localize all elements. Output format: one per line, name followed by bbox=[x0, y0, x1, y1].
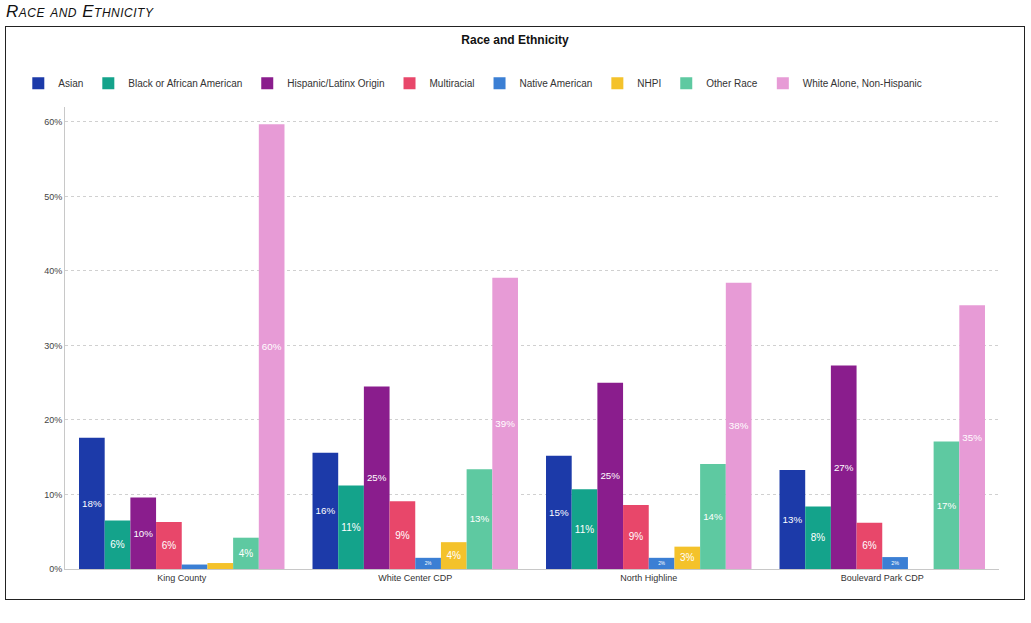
svg-text:North Highline: North Highline bbox=[620, 573, 677, 583]
svg-text:10%: 10% bbox=[44, 490, 62, 500]
svg-text:3%: 3% bbox=[680, 552, 695, 563]
svg-text:14%: 14% bbox=[703, 511, 723, 522]
svg-text:39%: 39% bbox=[495, 418, 515, 429]
svg-text:0%: 0% bbox=[49, 564, 62, 574]
svg-text:Multiracial: Multiracial bbox=[430, 78, 475, 89]
svg-text:18%: 18% bbox=[82, 498, 102, 509]
svg-text:6%: 6% bbox=[162, 540, 177, 551]
svg-text:2%: 2% bbox=[891, 560, 899, 566]
svg-text:NHPI: NHPI bbox=[637, 78, 661, 89]
svg-text:Other Race: Other Race bbox=[706, 78, 758, 89]
svg-text:11%: 11% bbox=[341, 522, 360, 533]
svg-text:Native American: Native American bbox=[520, 78, 593, 89]
svg-text:20%: 20% bbox=[44, 415, 62, 425]
svg-text:17%: 17% bbox=[937, 500, 957, 511]
svg-text:13%: 13% bbox=[470, 513, 490, 524]
svg-text:50%: 50% bbox=[44, 192, 62, 202]
svg-text:27%: 27% bbox=[834, 462, 854, 473]
svg-text:11%: 11% bbox=[575, 524, 594, 535]
svg-text:White Alone, Non-Hispanic: White Alone, Non-Hispanic bbox=[803, 78, 922, 89]
svg-text:8%: 8% bbox=[811, 532, 826, 543]
svg-text:25%: 25% bbox=[367, 472, 387, 483]
svg-text:9%: 9% bbox=[629, 531, 644, 542]
svg-text:4%: 4% bbox=[239, 548, 254, 559]
svg-text:40%: 40% bbox=[44, 266, 62, 276]
svg-text:White Center CDP: White Center CDP bbox=[378, 573, 452, 583]
svg-text:4%: 4% bbox=[446, 550, 461, 561]
svg-text:16%: 16% bbox=[316, 505, 336, 516]
svg-text:Asian: Asian bbox=[58, 78, 83, 89]
svg-text:9%: 9% bbox=[395, 530, 410, 541]
svg-text:6%: 6% bbox=[110, 539, 125, 550]
svg-text:Race and Ethnicity: Race and Ethnicity bbox=[461, 33, 569, 47]
svg-text:25%: 25% bbox=[600, 470, 620, 481]
svg-text:2%: 2% bbox=[425, 561, 432, 566]
svg-text:35%: 35% bbox=[962, 432, 982, 443]
svg-text:6%: 6% bbox=[862, 540, 877, 551]
svg-text:Hispanic/Latinx Origin: Hispanic/Latinx Origin bbox=[287, 78, 384, 89]
html-text:Race and Ethnicity: Race and Ethnicity bbox=[6, 2, 154, 21]
svg-text:60%: 60% bbox=[44, 117, 62, 127]
svg-text:Boulevard Park CDP: Boulevard Park CDP bbox=[841, 573, 924, 583]
svg-text:10%: 10% bbox=[133, 528, 153, 539]
svg-text:King County: King County bbox=[157, 573, 207, 583]
svg-text:13%: 13% bbox=[783, 514, 803, 525]
svg-text:Black or African American: Black or African American bbox=[128, 78, 242, 89]
svg-text:30%: 30% bbox=[44, 341, 62, 351]
svg-text:60%: 60% bbox=[262, 341, 282, 352]
svg-text:2%: 2% bbox=[658, 561, 665, 566]
svg-text:15%: 15% bbox=[549, 507, 569, 518]
svg-text:38%: 38% bbox=[729, 420, 749, 431]
